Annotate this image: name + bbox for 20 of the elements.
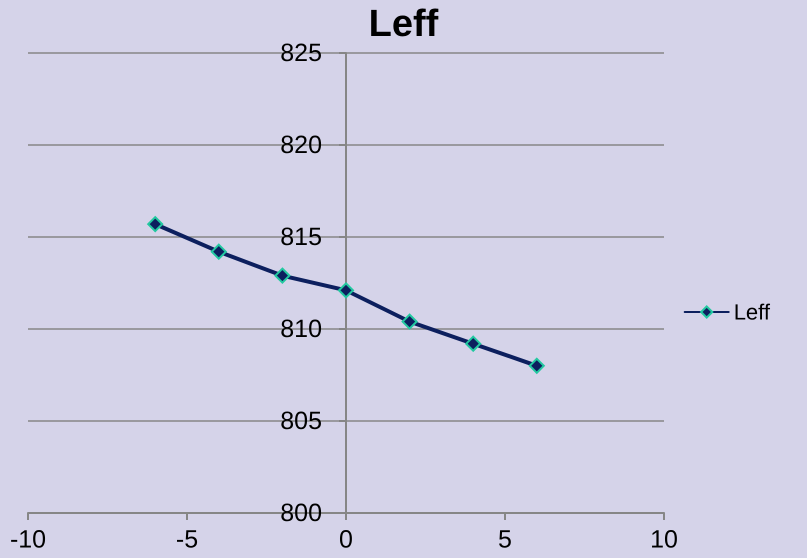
x-tick-label: -5 — [176, 526, 198, 554]
point — [402, 314, 418, 330]
y-tick-label: 810 — [280, 315, 322, 343]
y-tick-label: 815 — [280, 223, 322, 251]
chart-title: Leff — [368, 3, 439, 45]
x-tick-label: 0 — [339, 526, 353, 554]
point — [528, 358, 545, 374]
legend-label: Leff — [734, 300, 771, 324]
y-tick-label: 805 — [280, 407, 322, 435]
point — [274, 268, 290, 284]
y-tick-label: 800 — [280, 499, 322, 527]
y-tick-label: 820 — [280, 131, 322, 159]
x-tick-label: 10 — [650, 526, 678, 554]
point — [465, 336, 482, 352]
point — [338, 282, 354, 298]
point — [210, 244, 227, 260]
point — [147, 216, 164, 232]
x-tick-label: -10 — [10, 526, 46, 554]
y-tick-label: 825 — [280, 39, 322, 67]
x-tick-label: 5 — [498, 526, 512, 554]
